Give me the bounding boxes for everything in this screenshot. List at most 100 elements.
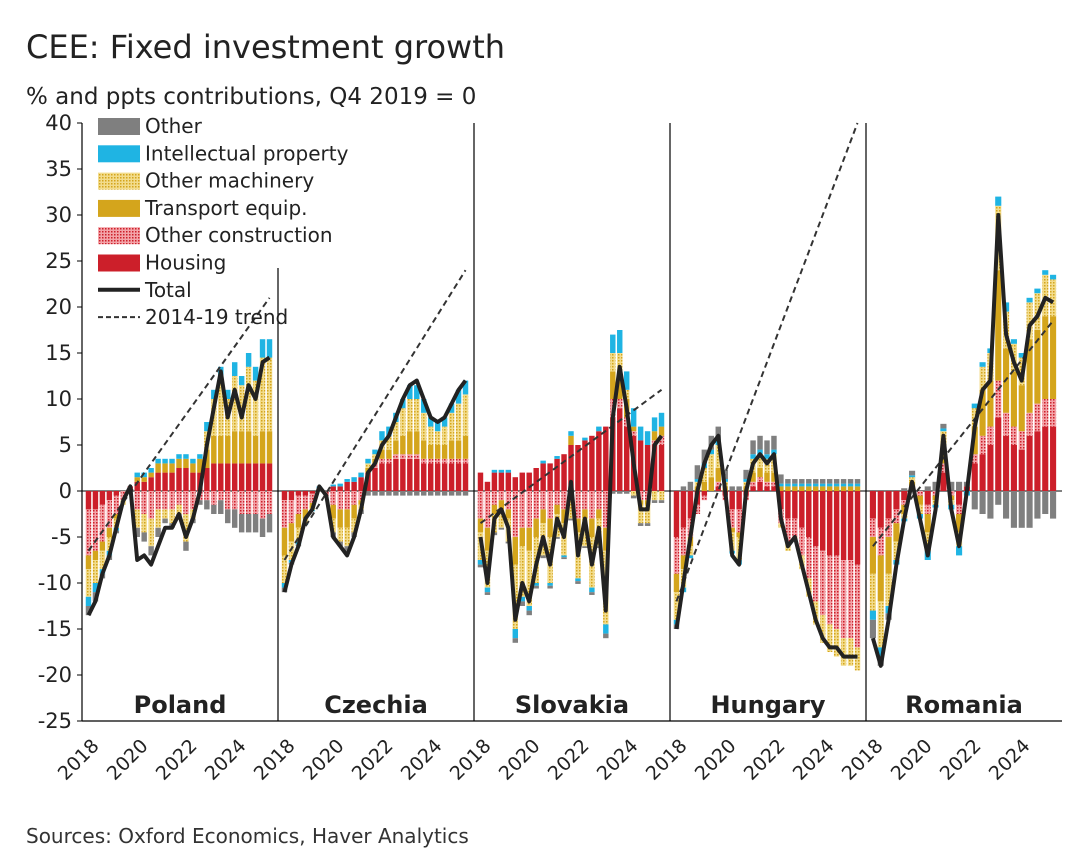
legend-label: Housing	[145, 251, 226, 275]
bar-other	[519, 601, 525, 606]
bar-transport-equip	[448, 440, 455, 459]
bar-transport-equip	[995, 270, 1002, 381]
trend-line	[479, 388, 663, 525]
bar-transport-equip	[750, 472, 756, 482]
bar-other-construction	[386, 458, 392, 464]
bar-other-construction	[162, 491, 168, 510]
bar-other-machinery	[372, 454, 378, 459]
bar-transport-equip	[302, 509, 309, 519]
bar-intellectual-property	[568, 431, 574, 436]
bar-other-construction	[113, 495, 120, 514]
bar-other-machinery	[673, 592, 680, 620]
bar-housing	[637, 440, 644, 491]
bar-other-construction	[337, 491, 343, 510]
bar-other-machinery	[885, 573, 892, 606]
legend-label: Other machinery	[145, 169, 314, 193]
bar-housing	[218, 463, 224, 491]
bar-housing	[540, 463, 546, 491]
bar-other-construction	[252, 491, 259, 514]
y-tick-label: 10	[45, 387, 72, 411]
bar-other-construction	[792, 518, 798, 537]
bar-transport-equip	[225, 435, 231, 464]
bar-transport-equip	[434, 445, 441, 459]
x-tick-label: 2022	[348, 735, 398, 785]
bar-housing	[1003, 435, 1010, 491]
bar-other	[225, 509, 231, 524]
bar-housing	[358, 477, 364, 491]
bar-transport-equip	[826, 486, 833, 491]
bar-transport-equip	[916, 495, 923, 505]
bar-other	[434, 491, 441, 496]
bar-housing	[826, 491, 833, 556]
bar-other	[715, 426, 721, 441]
bar-intellectual-property	[540, 460, 546, 464]
bar-other-construction	[519, 491, 525, 528]
bar-other	[407, 491, 413, 496]
bar-other	[750, 440, 756, 455]
bar-other-machinery	[526, 550, 532, 606]
bar-intellectual-property	[854, 483, 861, 487]
bar-intellectual-property	[365, 458, 371, 464]
bar-housing	[484, 481, 491, 491]
bar-other-machinery	[231, 376, 238, 432]
bar-transport-equip	[421, 440, 427, 459]
bar-other-construction	[448, 458, 455, 464]
panel-label: Slovakia	[515, 691, 629, 719]
bar-transport-equip	[455, 440, 462, 459]
bar-intellectual-property	[610, 334, 616, 353]
bar-intellectual-property	[658, 412, 665, 427]
bar-other-construction	[245, 491, 252, 514]
bar-housing	[582, 440, 588, 491]
bar-housing	[155, 472, 161, 491]
bar-intellectual-property	[806, 483, 812, 487]
bar-transport-equip	[603, 527, 609, 551]
bar-intellectual-property	[785, 483, 791, 487]
bar-intellectual-property	[85, 596, 92, 606]
bar-housing	[847, 491, 854, 560]
bar-other-machinery	[498, 509, 505, 528]
bar-housing	[491, 472, 498, 491]
bar-housing	[658, 445, 665, 491]
bar-housing	[505, 472, 512, 491]
bar-intellectual-property	[455, 389, 462, 404]
bar-other-construction	[582, 491, 588, 510]
bar-other-construction	[505, 491, 512, 510]
bar-other-machinery	[1050, 279, 1057, 317]
bar-housing	[231, 463, 238, 491]
bar-housing	[259, 463, 266, 491]
bar-intellectual-property	[971, 403, 978, 409]
bar-housing	[441, 463, 448, 491]
bar-intellectual-property	[92, 583, 99, 593]
bar-intellectual-property	[344, 479, 350, 482]
y-tick-label: -5	[51, 525, 72, 549]
bar-other-machinery	[462, 394, 469, 436]
y-tick-label: 30	[45, 203, 72, 227]
bar-other	[162, 518, 168, 524]
bar-other-construction	[141, 491, 147, 514]
bar-intellectual-property	[833, 483, 840, 487]
bar-intellectual-property	[764, 454, 770, 459]
bar-other-machinery	[819, 615, 826, 643]
bar-other-construction	[617, 399, 623, 409]
x-tick-label: 2024	[789, 735, 839, 785]
bar-other-machinery	[337, 527, 343, 542]
bar-intellectual-property	[778, 483, 784, 487]
total-line	[674, 433, 858, 659]
bar-housing	[351, 481, 357, 491]
bar-transport-equip	[833, 486, 840, 491]
bar-housing	[344, 481, 350, 491]
bar-transport-equip	[840, 486, 847, 491]
panel-label: Romania	[905, 691, 1023, 719]
bar-other	[245, 514, 252, 533]
bar-other-construction	[358, 491, 364, 501]
bar-transport-equip	[176, 458, 182, 468]
bar-other	[211, 504, 217, 514]
bar-transport-equip	[245, 431, 252, 464]
bar-housing	[106, 491, 113, 501]
bar-other	[932, 481, 939, 491]
bar-other	[554, 537, 560, 539]
bar-housing	[589, 435, 595, 491]
bar-other	[582, 546, 588, 549]
y-tick-label: 20	[45, 295, 72, 319]
bar-other-construction	[379, 458, 385, 464]
